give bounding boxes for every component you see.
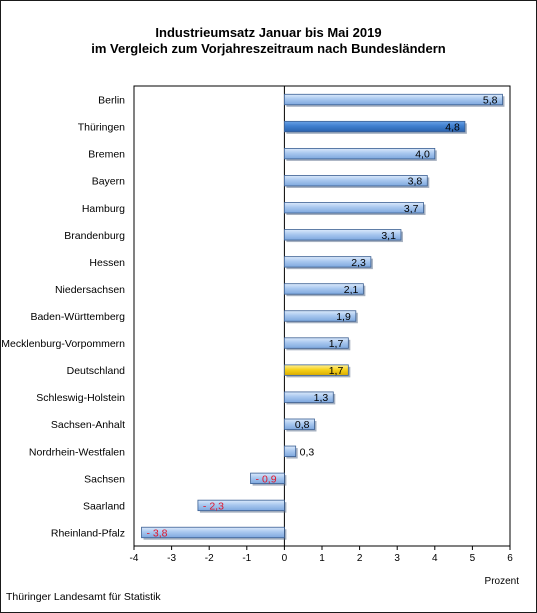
bar — [283, 337, 349, 349]
bar — [283, 202, 424, 214]
value-label: 0,8 — [295, 419, 310, 431]
x-tick-label: 1 — [319, 553, 325, 564]
value-label: - 2,3 — [203, 500, 224, 512]
value-label: 3,7 — [404, 203, 419, 215]
category-label: Deutschland — [67, 365, 126, 377]
bar — [283, 120, 466, 133]
value-label: - 3,8 — [147, 527, 168, 539]
category-label: Rheinland-Pfalz — [51, 527, 125, 539]
bar — [283, 229, 402, 241]
category-label: Bayern — [92, 176, 125, 188]
bar — [283, 418, 315, 430]
category-label: Nordrhein-Westfalen — [29, 446, 125, 458]
category-label: Mecklenburg-Vorpommern — [1, 338, 125, 350]
bar — [197, 499, 285, 512]
source-footer: Thüringer Landesamt für Statistik — [6, 591, 161, 603]
bar — [283, 445, 297, 457]
value-label: 3,1 — [381, 230, 396, 242]
bar — [283, 93, 503, 106]
x-axis-label: Prozent — [485, 576, 520, 587]
value-label: 2,3 — [351, 257, 366, 269]
x-tick-label: 2 — [357, 553, 363, 564]
value-label: 3,8 — [408, 176, 423, 188]
bar — [283, 310, 357, 322]
x-tick-label: 3 — [394, 553, 400, 564]
value-label: 4,8 — [445, 122, 460, 134]
bar — [283, 391, 334, 403]
value-label: 1,7 — [329, 338, 344, 350]
x-tick-label: 6 — [507, 553, 513, 564]
value-label: 4,0 — [415, 149, 430, 161]
x-tick-label: 0 — [282, 553, 288, 564]
value-label: 0,3 — [300, 446, 315, 458]
category-label: Brandenburg — [64, 230, 125, 242]
value-label: 1,9 — [336, 311, 351, 323]
value-label: - 0,9 — [256, 473, 277, 485]
bar — [283, 147, 436, 160]
x-tick-label: -1 — [242, 553, 251, 564]
x-tick-label: -3 — [167, 553, 176, 564]
x-tick-label: 4 — [432, 553, 438, 564]
category-label: Saarland — [83, 500, 125, 512]
category-label: Niedersachsen — [55, 284, 125, 296]
bar — [283, 283, 364, 295]
bar — [283, 175, 428, 187]
category-label: Berlin — [98, 95, 125, 107]
category-label: Hamburg — [82, 203, 125, 215]
category-label: Baden-Württemberg — [30, 311, 125, 323]
value-label: 5,8 — [483, 95, 498, 107]
bar — [250, 472, 285, 485]
bar — [283, 364, 349, 376]
x-tick-label: -2 — [205, 553, 214, 564]
bar — [283, 256, 372, 268]
category-label: Schleswig-Holstein — [36, 392, 125, 404]
category-label: Sachsen — [84, 473, 125, 485]
bar — [141, 526, 285, 539]
category-label: Hessen — [89, 257, 125, 269]
x-tick-label: 5 — [470, 553, 476, 564]
category-label: Thüringen — [78, 122, 125, 134]
value-label: 1,7 — [329, 365, 344, 377]
chart-subtitle: im Vergleich zum Vorjahreszeitraum nach … — [91, 41, 446, 56]
category-label: Bremen — [88, 149, 125, 161]
chart-title: Industrieumsatz Januar bis Mai 2019 — [155, 25, 382, 40]
value-label: 1,3 — [314, 392, 329, 404]
category-label: Sachsen-Anhalt — [51, 419, 125, 431]
value-label: 2,1 — [344, 284, 359, 296]
x-tick-label: -4 — [130, 553, 139, 564]
